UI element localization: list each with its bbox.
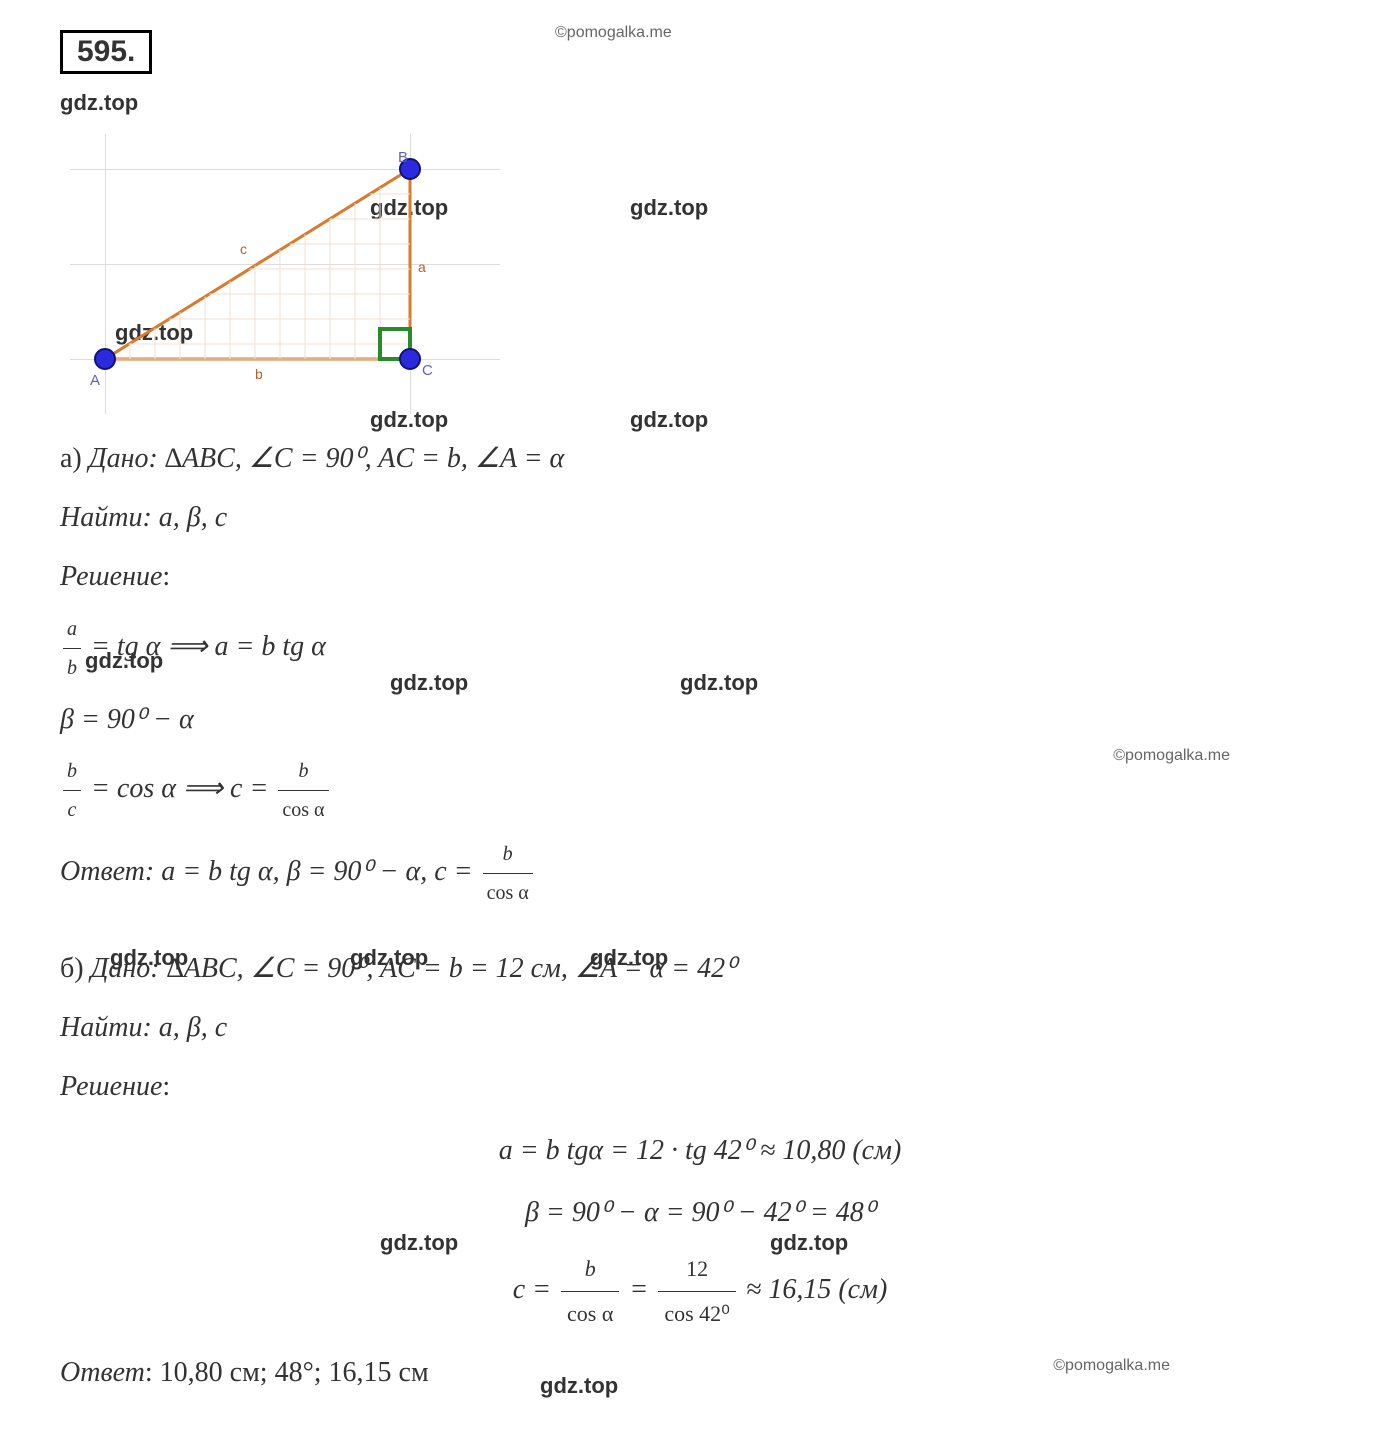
num-a: a	[63, 610, 81, 649]
num-12: 12	[658, 1247, 736, 1292]
frac-calc3-2: 12 cos 42⁰	[658, 1247, 736, 1336]
find-text-b: : a, β, c	[142, 1012, 227, 1043]
num-b2: b	[63, 752, 81, 791]
dano-text-a: : ∆ABC, ∠C = 90⁰, AC = b, ∠A = α	[148, 443, 564, 474]
watermark-12b: gdz.top	[380, 1230, 458, 1256]
frac-ans-a: b cos α	[483, 835, 533, 912]
eq3-mid: = cos α ⟹ c =	[84, 773, 275, 804]
num-b3: b	[278, 752, 328, 791]
den-cosalpha2: cos α	[483, 874, 533, 912]
calc3-post: ≈ 16,15 (см)	[739, 1274, 887, 1305]
den-b: b	[63, 649, 81, 687]
copyright-1: ©pomogalka.me	[555, 24, 672, 42]
line-find-b: Найти: a, β, c	[60, 1001, 1340, 1054]
line-solution-a: Решение:	[60, 550, 1340, 603]
problem-number: 595.	[77, 35, 135, 68]
edge-b: b	[255, 366, 263, 382]
calc2: β = 90⁰ − α = 90⁰ − 42⁰ = 48⁰	[60, 1185, 1340, 1241]
line-find-a: Найти: a, β, c	[60, 491, 1340, 544]
calc3-pre: c =	[513, 1274, 558, 1305]
triangle-diagram: A B C c a b	[70, 134, 500, 414]
calc-block: a = b tgα = 12 · tg 42⁰ ≈ 10,80 (см) β =…	[60, 1123, 1340, 1336]
edge-a: a	[418, 259, 426, 275]
answer-label-a: Ответ	[60, 856, 145, 887]
triangle-svg	[70, 134, 500, 414]
line-answer-a: Ответ: a = b tg α, β = 90⁰ − α, c = b co…	[60, 835, 1340, 912]
copyright-3: ©pomogalka.me	[1053, 1357, 1170, 1375]
label-a: A	[90, 372, 100, 389]
dano-label-a: Дано	[89, 443, 149, 474]
calc3-mid: =	[622, 1274, 655, 1305]
watermark-3: gdz.top	[630, 195, 708, 221]
edge-c: c	[240, 241, 247, 257]
den-cos42: cos 42⁰	[658, 1292, 736, 1336]
watermark-13: gdz.top	[540, 1373, 618, 1399]
line-eq2-a: β = 90⁰ − α	[60, 693, 1340, 746]
answer-text-b: : 10,80 см; 48°; 16,15 см	[145, 1357, 429, 1388]
num-b5: b	[561, 1247, 619, 1292]
watermark-7: gdz.top	[85, 648, 163, 674]
part-b: б) Дано: ∆ABC, ∠C = 90⁰, AC = b = 12 см,…	[60, 942, 1340, 1400]
den-c: c	[63, 791, 81, 829]
answer-text-a: : a = b tg α, β = 90⁰ − α, c =	[145, 856, 480, 887]
answer-label-b: Ответ	[60, 1357, 145, 1388]
label-c: C	[422, 362, 433, 379]
find-label-a: Найти	[60, 502, 142, 533]
den-cosalpha3: cos α	[561, 1292, 619, 1336]
watermark-12c: gdz.top	[770, 1230, 848, 1256]
copyright-2: ©pomogalka.me	[1113, 747, 1230, 765]
vertex-c	[399, 348, 421, 370]
watermark-10: gdz.top	[110, 945, 188, 971]
problem-number-box: 595.	[60, 30, 152, 74]
watermark-8: gdz.top	[390, 670, 468, 696]
calc1: a = b tgα = 12 · tg 42⁰ ≈ 10,80 (см)	[60, 1123, 1340, 1179]
frac-b-cosalpha: b cos α	[278, 752, 328, 829]
watermark-12: gdz.top	[590, 945, 668, 971]
watermark-9: gdz.top	[680, 670, 758, 696]
frac-calc3-1: b cos α	[561, 1247, 619, 1336]
watermark-11: gdz.top	[350, 945, 428, 971]
label-b: B	[398, 149, 408, 166]
line-solution-b: Решение:	[60, 1060, 1340, 1113]
line-dano-a: а) Дано: ∆ABC, ∠C = 90⁰, AC = b, ∠A = α	[60, 432, 1340, 485]
find-label-b: Найти	[60, 1012, 142, 1043]
watermark-1: gdz.top	[60, 90, 138, 116]
solution-label-a: Решение	[60, 561, 162, 592]
find-text-a: : a, β, c	[142, 502, 227, 533]
vertex-a	[94, 348, 116, 370]
num-b4: b	[483, 835, 533, 874]
calc3: c = b cos α = 12 cos 42⁰ ≈ 16,15 (см)	[60, 1247, 1340, 1336]
frac-a-b: a b	[63, 610, 81, 687]
solution-label-b: Решение	[60, 1071, 162, 1102]
den-cosalpha: cos α	[278, 791, 328, 829]
watermark-6: gdz.top	[630, 407, 708, 433]
frac-b-c: b c	[63, 752, 81, 829]
line-dano-b: б) Дано: ∆ABC, ∠C = 90⁰, AC = b = 12 см,…	[60, 942, 1340, 995]
